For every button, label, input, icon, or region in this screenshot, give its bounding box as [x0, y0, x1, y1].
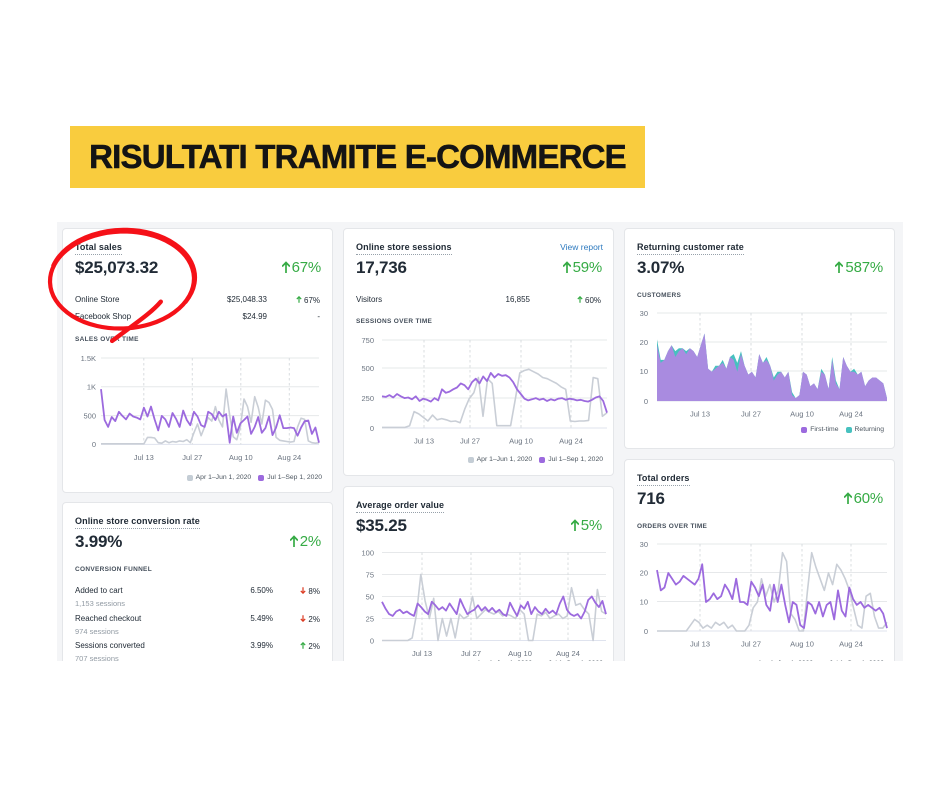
svg-text:Aug 10: Aug 10 [509, 436, 533, 445]
svg-text:20: 20 [640, 338, 648, 347]
svg-text:500: 500 [361, 364, 374, 373]
svg-text:Jul 13: Jul 13 [134, 453, 154, 462]
svg-text:Aug 24: Aug 24 [559, 436, 583, 445]
svg-text:25: 25 [366, 614, 374, 623]
svg-text:Aug 10: Aug 10 [508, 649, 532, 658]
svg-text:Aug 10: Aug 10 [790, 639, 814, 648]
svg-text:10: 10 [640, 367, 648, 376]
svg-text:Jul 27: Jul 27 [741, 639, 761, 648]
svg-text:Jul 13: Jul 13 [690, 639, 710, 648]
svg-text:0: 0 [370, 636, 374, 645]
svg-text:750: 750 [361, 336, 374, 345]
svg-text:250: 250 [361, 394, 374, 403]
svg-text:100: 100 [361, 548, 374, 557]
svg-text:10: 10 [640, 597, 648, 606]
svg-text:1.5K: 1.5K [81, 354, 96, 363]
svg-text:20: 20 [640, 568, 648, 577]
svg-text:50: 50 [366, 592, 374, 601]
svg-text:Aug 10: Aug 10 [229, 453, 253, 462]
svg-text:Jul 27: Jul 27 [741, 409, 761, 418]
svg-text:Aug 24: Aug 24 [556, 649, 580, 658]
svg-text:0: 0 [92, 440, 96, 449]
svg-text:30: 30 [640, 309, 648, 318]
svg-text:0: 0 [370, 424, 374, 433]
svg-text:Aug 24: Aug 24 [839, 639, 863, 648]
svg-text:75: 75 [366, 570, 374, 579]
svg-text:Aug 24: Aug 24 [839, 409, 863, 418]
svg-text:0: 0 [644, 627, 648, 636]
svg-text:Jul 27: Jul 27 [461, 649, 481, 658]
svg-text:Jul 13: Jul 13 [414, 436, 434, 445]
svg-text:0: 0 [644, 397, 648, 406]
svg-text:Jul 13: Jul 13 [412, 649, 432, 658]
svg-text:Jul 13: Jul 13 [690, 409, 710, 418]
svg-text:Jul 27: Jul 27 [182, 453, 202, 462]
svg-text:Aug 24: Aug 24 [277, 453, 301, 462]
svg-text:30: 30 [640, 540, 648, 549]
svg-text:500: 500 [83, 411, 96, 420]
svg-text:1K: 1K [87, 383, 96, 392]
svg-text:Aug 10: Aug 10 [790, 409, 814, 418]
svg-text:Jul 27: Jul 27 [460, 436, 480, 445]
